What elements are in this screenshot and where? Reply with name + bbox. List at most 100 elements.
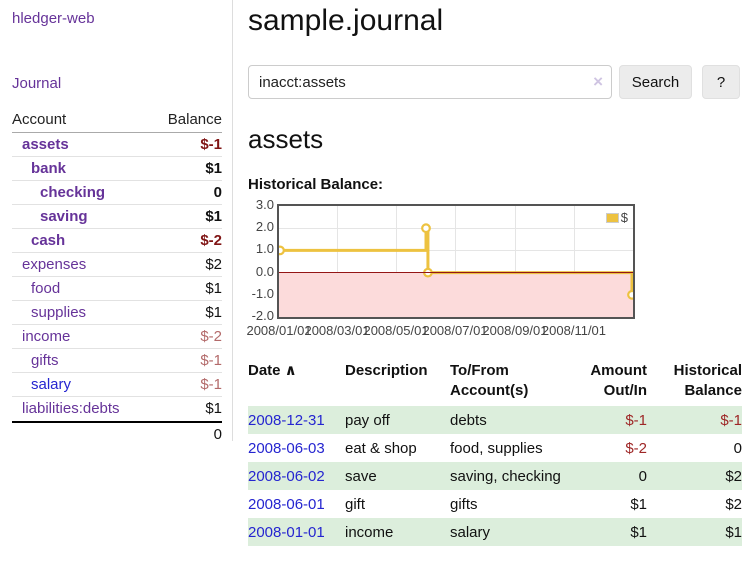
transaction-amount: $1	[630, 496, 647, 513]
account-balance: $1	[205, 160, 222, 177]
transaction-description: save	[345, 468, 377, 485]
sidebar: hledger-web Journal Account Balance asse…	[0, 0, 233, 443]
accounts-total-value: 0	[213, 426, 222, 443]
search-button[interactable]: Search	[619, 65, 692, 99]
account-row: assets $-1	[12, 133, 222, 157]
account-link-supplies[interactable]: supplies	[31, 304, 87, 321]
account-balance: $2	[205, 256, 222, 273]
gridline	[396, 206, 398, 317]
y-axis-tick-label: 2.0	[255, 219, 274, 235]
account-balance: $1	[205, 400, 222, 417]
transaction-date-link[interactable]: 2008-06-02	[248, 468, 325, 485]
clear-search-icon[interactable]: ×	[593, 72, 603, 91]
transaction-date-link[interactable]: 2008-01-01	[248, 524, 325, 541]
account-balance: $1	[205, 208, 222, 225]
transaction-amount: $1	[630, 524, 647, 541]
account-row: supplies $1	[12, 301, 222, 325]
y-axis-tick-label: -2.0	[251, 308, 274, 323]
account-link-checking[interactable]: checking	[40, 184, 106, 201]
accounts-table-header: Account Balance	[12, 108, 222, 133]
transaction-row: 2008-06-03 eat & shop food, supplies $-2 0	[248, 434, 742, 462]
y-axis-tick-label: 0.0	[255, 263, 274, 279]
account-balance: $-1	[200, 352, 222, 369]
transaction-row: 2008-06-01 gift gifts $1 $2	[248, 490, 742, 518]
transaction-date-link[interactable]: 2008-12-31	[248, 412, 325, 429]
y-axis-tick-label: -1.0	[251, 285, 274, 301]
app-brand-link[interactable]: hledger-web	[12, 10, 95, 27]
gridline	[455, 206, 457, 317]
account-link-assets[interactable]: assets	[22, 136, 69, 153]
transaction-date-link[interactable]: 2008-06-01	[248, 496, 325, 513]
account-link-cash[interactable]: cash	[31, 232, 66, 249]
main-content: sample.journal × Search ? assets Histori…	[246, 0, 742, 546]
account-link-income[interactable]: income	[22, 328, 71, 345]
balance-line	[280, 226, 633, 295]
transaction-amount: $-2	[625, 440, 647, 457]
register-header-description: Description	[345, 362, 428, 379]
account-balance: $1	[205, 280, 222, 297]
transaction-description: eat & shop	[345, 440, 417, 457]
account-link-salary[interactable]: salary	[31, 376, 72, 393]
account-row: income $-2	[12, 325, 222, 349]
account-link-gifts[interactable]: gifts	[31, 352, 59, 369]
transaction-description: gift	[345, 496, 366, 513]
account-balance: $1	[205, 304, 222, 321]
transaction-description: income	[345, 524, 394, 541]
x-axis-tick-label: 2008/09/01	[482, 323, 548, 338]
data-point	[279, 245, 285, 256]
account-link-food[interactable]: food	[31, 280, 61, 297]
register-header-date[interactable]: Date ∧	[248, 362, 297, 379]
register-header-accounts: To/From Account(s)	[450, 362, 529, 399]
account-link-liabilities-debts[interactable]: liabilities:debts	[22, 400, 120, 417]
data-point	[627, 289, 633, 300]
chart-plot-area[interactable]: $	[277, 204, 635, 319]
help-button[interactable]: ?	[702, 65, 740, 99]
account-row: cash $-2	[12, 229, 222, 253]
account-row: food $1	[12, 277, 222, 301]
transaction-accounts: food, supplies	[450, 440, 543, 457]
transaction-amount: $-1	[625, 412, 647, 429]
data-point	[421, 223, 431, 234]
transaction-description: pay off	[345, 412, 390, 429]
x-axis-tick-label: 2008/03/01	[304, 323, 370, 338]
accounts-total-row: 0	[12, 421, 222, 445]
zero-line	[279, 272, 633, 274]
transaction-row: 2008-12-31 pay off debts $-1 $-1	[248, 406, 742, 434]
account-link-expenses[interactable]: expenses	[22, 256, 87, 273]
account-link-bank[interactable]: bank	[31, 160, 67, 177]
gridline	[573, 206, 575, 317]
x-axis-tick-label: 2008/07/01	[422, 323, 488, 338]
transaction-accounts: debts	[450, 412, 487, 429]
sidebar-item-journal[interactable]: Journal	[12, 75, 62, 92]
account-row: checking 0	[12, 181, 222, 205]
register-header-balance: Historical Balance	[673, 362, 742, 399]
account-balance: $-2	[200, 328, 222, 345]
transaction-accounts: gifts	[450, 496, 478, 513]
account-row: saving $1	[12, 205, 222, 229]
legend-label: $	[620, 210, 628, 225]
x-axis-tick-label: 2008/01/01	[246, 323, 312, 338]
transaction-balance: 0	[733, 440, 742, 457]
y-axis-tick-label: 3.0	[255, 197, 274, 212]
balance-column-header: Balance	[167, 111, 222, 128]
gridline	[337, 206, 339, 317]
register-header-amount: Amount Out/In	[590, 362, 647, 399]
account-heading: assets	[248, 124, 324, 154]
account-column-header: Account	[12, 111, 67, 128]
transaction-balance: $1	[725, 524, 742, 541]
search-input[interactable]	[248, 65, 612, 99]
account-balance: $-2	[200, 232, 222, 249]
historical-balance-chart: 3.0 2.0 1.0 0.0 -1.0 -2.0 $ 2008/01/01 2008/03…	[246, 197, 742, 344]
register-table-body: 2008-12-31 pay off debts $-1 $-1 2008-06-03 ea…	[248, 406, 742, 546]
account-row: salary $-1	[12, 373, 222, 397]
transaction-row: 2008-06-02 save saving, checking 0 $2	[248, 462, 742, 490]
transaction-date-link[interactable]: 2008-06-03	[248, 440, 325, 457]
account-link-saving[interactable]: saving	[40, 208, 88, 225]
chart-legend: $	[603, 209, 630, 226]
transaction-balance: $-1	[720, 412, 742, 429]
negative-region	[279, 272, 633, 317]
sort-ascending-icon: ∧	[280, 362, 297, 379]
sidebar-nav: Journal	[12, 75, 221, 93]
accounts-table: Account Balance assets $-1 bank $1 checking 0…	[12, 108, 222, 445]
account-balance: $-1	[200, 136, 222, 153]
